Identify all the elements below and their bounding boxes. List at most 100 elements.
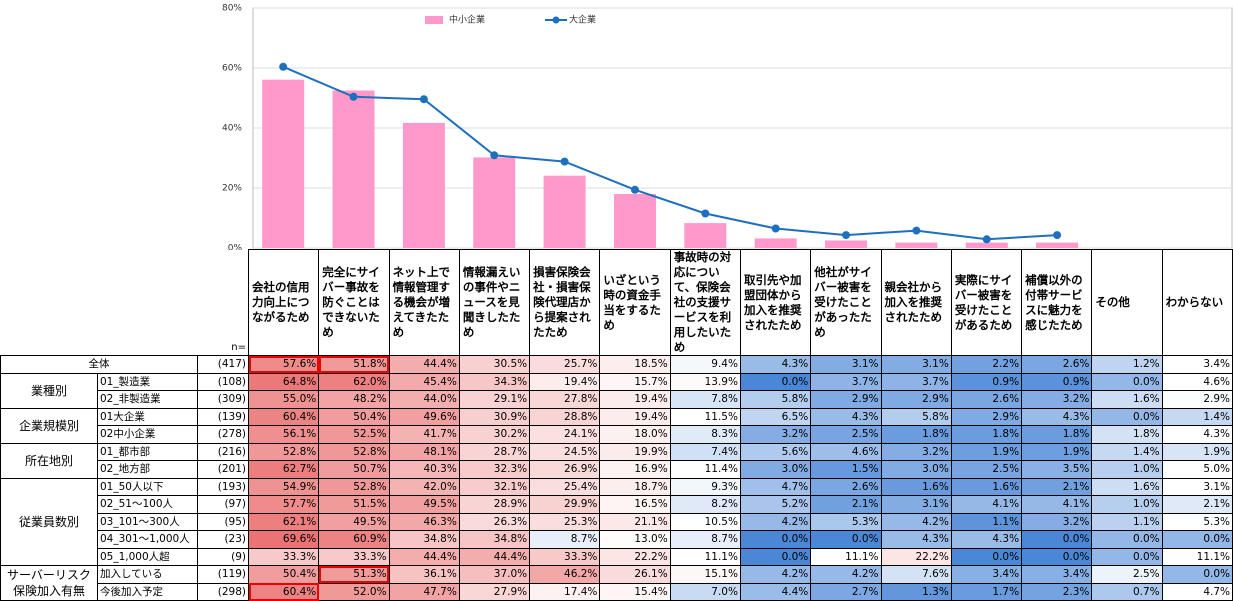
- data-cell: 4.3%: [950, 530, 1023, 549]
- bar: [402, 122, 445, 248]
- data-cell: 4.2%: [810, 565, 882, 584]
- data-cell: 1.4%: [1091, 442, 1163, 461]
- data-cell: 45.4%: [388, 372, 460, 391]
- bar: [754, 238, 797, 248]
- data-cell: 27.9%: [458, 582, 531, 601]
- data-cell: 11.4%: [669, 460, 741, 479]
- data-cell: 11.5%: [669, 407, 741, 426]
- data-cell: 8.3%: [669, 425, 741, 444]
- row-label: 01_製造業: [97, 372, 198, 391]
- line-marker: [982, 235, 991, 244]
- column-header: 情報漏えいの事件やニュースを見聞きしたため: [458, 249, 531, 356]
- data-cell: 3.4%: [1021, 565, 1093, 584]
- table-row: 所在地別 01_都市部 (216) 52.8% 52.8% 48.1% 28.7% 24.5%…: [0, 442, 1233, 479]
- data-cell: 2.5%: [950, 460, 1023, 479]
- row-label: 02中小企業: [97, 425, 198, 444]
- table-row: 業種別 01_製造業 (108) 64.8% 62.0% 45.4% 34.3% 19.4% 1…: [0, 372, 1233, 409]
- data-cell: 54.9%: [247, 477, 320, 496]
- bar: [473, 157, 516, 248]
- data-cell: 33.3%: [247, 547, 320, 566]
- data-cell: 5.3%: [810, 512, 882, 531]
- column-header: いざという時の資金手当をするため: [599, 249, 671, 356]
- data-cell: 9.3%: [669, 477, 741, 496]
- data-cell: 2.6%: [1021, 355, 1093, 374]
- data-cell: 22.2%: [880, 547, 952, 566]
- data-cell: 0.7%: [1091, 582, 1163, 601]
- data-cell: 30.5%: [458, 355, 531, 374]
- data-cell: 5.6%: [739, 442, 812, 461]
- data-cell: 33.3%: [529, 547, 601, 566]
- data-cell: 2.5%: [810, 425, 882, 444]
- data-cell: 2.9%: [950, 407, 1023, 426]
- data-cell: 3.0%: [880, 460, 952, 479]
- data-cell: 44.0%: [388, 390, 460, 409]
- data-cell: 52.8%: [247, 442, 320, 461]
- column-header: 損害保険会社・損害保険代理店から提案されたため: [529, 249, 601, 356]
- data-cell: 3.2%: [880, 442, 952, 461]
- table-row: 02_地方部 (201) 62.7% 50.7% 40.3% 32.3% 26.9% 16.9…: [1, 460, 1233, 479]
- data-cell: 1.7%: [950, 582, 1023, 601]
- data-cell: 4.3%: [1021, 407, 1093, 426]
- row-n: (139): [197, 407, 249, 426]
- data-cell: 2.9%: [810, 390, 882, 409]
- data-cell: 33.3%: [318, 547, 390, 566]
- data-cell: 0.0%: [739, 547, 812, 566]
- data-cell: 3.1%: [810, 355, 882, 374]
- table-row: 04_301～1,000人 (23) 69.6% 60.9% 34.8% 34.8% 8.7…: [1, 530, 1233, 549]
- data-cell: 16.9%: [599, 460, 671, 479]
- y-tick-label: 0%: [228, 244, 243, 251]
- line-marker: [279, 62, 288, 71]
- data-cell: 4.3%: [880, 530, 952, 549]
- data-cell: 4.6%: [1161, 372, 1233, 391]
- data-cell: 4.3%: [1161, 425, 1233, 444]
- data-cell: 29.1%: [458, 390, 531, 409]
- data-cell: 10.5%: [669, 512, 741, 531]
- data-cell: 8.7%: [529, 530, 601, 549]
- data-cell: 34.8%: [388, 530, 460, 549]
- bar: [895, 242, 938, 248]
- data-cell: 2.9%: [1161, 390, 1233, 409]
- data-cell: 2.2%: [950, 355, 1023, 374]
- data-cell: 2.3%: [1021, 582, 1093, 601]
- data-cell: 1.2%: [1091, 355, 1163, 374]
- data-cell: 2.1%: [1021, 477, 1093, 496]
- data-cell: 1.8%: [1021, 425, 1093, 444]
- row-n: (216): [197, 442, 249, 461]
- data-cell: 32.3%: [458, 460, 531, 479]
- data-cell: 62.1%: [247, 512, 320, 531]
- data-cell: 0.9%: [950, 372, 1023, 391]
- data-cell: 46.2%: [529, 565, 601, 584]
- row-n: (309): [197, 390, 249, 409]
- legend-label: 大企業: [569, 14, 596, 26]
- data-cell: 15.4%: [599, 582, 671, 601]
- data-cell: 2.6%: [950, 390, 1023, 409]
- row-label: 加入している: [97, 565, 198, 584]
- data-cell: 18.5%: [599, 355, 671, 374]
- data-cell: 4.3%: [810, 407, 882, 426]
- data-cell: 42.0%: [388, 477, 460, 496]
- data-cell: 17.4%: [529, 582, 601, 601]
- bar: [1036, 242, 1079, 248]
- line-marker: [701, 209, 710, 218]
- line-marker: [490, 151, 499, 160]
- line-marker: [419, 95, 428, 104]
- y-tick-label: 60%: [222, 64, 242, 74]
- column-header: その他: [1091, 249, 1163, 356]
- data-cell: 49.6%: [388, 407, 460, 426]
- row-n: (108): [197, 372, 249, 391]
- data-cell: 26.3%: [458, 512, 531, 531]
- data-cell: 62.7%: [247, 460, 320, 479]
- data-cell: 1.0%: [1091, 460, 1163, 479]
- data-cell: 28.7%: [458, 442, 531, 461]
- data-cell: 30.2%: [458, 425, 531, 444]
- data-cell: 60.4%: [247, 582, 320, 601]
- data-cell: 7.8%: [669, 390, 741, 409]
- column-header: 完全にサイバー事故を防ぐことはできないため: [318, 249, 390, 356]
- data-cell: 50.7%: [318, 460, 390, 479]
- data-cell: 2.7%: [810, 582, 882, 601]
- column-header: 他社がサイバー被害を受けたことがあったため: [810, 249, 882, 356]
- data-cell: 46.3%: [388, 512, 460, 531]
- data-cell: 8.7%: [669, 530, 741, 549]
- column-header: 補償以外の付帯サービスに魅力を感じたため: [1021, 249, 1093, 356]
- data-cell: 2.9%: [880, 390, 952, 409]
